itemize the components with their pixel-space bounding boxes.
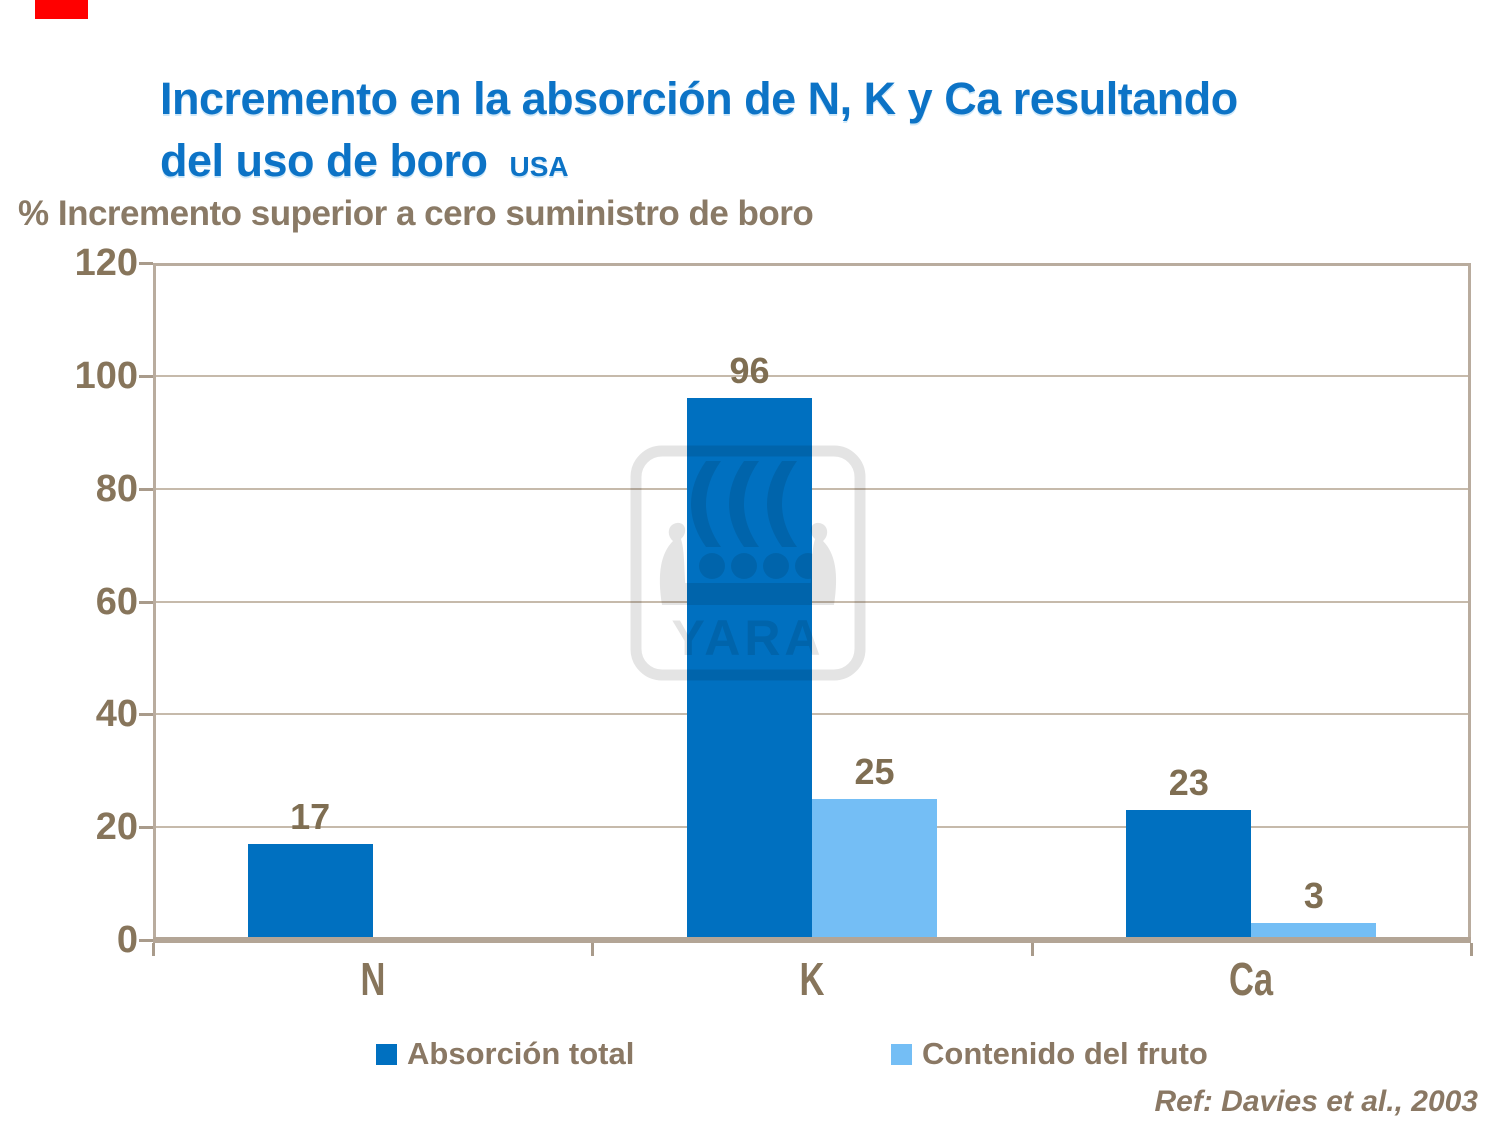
red-marker <box>35 0 88 19</box>
y-axis-tick-mark <box>139 600 153 604</box>
gridline <box>153 374 1471 377</box>
bar-K-fruto <box>812 798 937 940</box>
y-axis-tick-mark <box>139 939 153 942</box>
gridline <box>153 713 1471 716</box>
yara-logo-icon: YARA <box>630 445 866 681</box>
x-axis-category-label: K <box>799 953 825 1005</box>
value-label: 96 <box>729 350 770 392</box>
y-axis-tick-label: 100 <box>74 354 138 397</box>
x-axis-tick-mark <box>152 943 155 956</box>
value-label: 3 <box>1303 875 1324 917</box>
legend-label: Contenido del fruto <box>922 1036 1208 1071</box>
svg-text:YARA: YARA <box>671 610 824 666</box>
yara-watermark: YARA <box>628 443 868 683</box>
y-axis-tick-mark <box>139 713 153 717</box>
y-axis-tick-mark <box>139 487 153 491</box>
chart-title: Incremento en la absorción de N, K y Ca … <box>160 68 1480 198</box>
x-axis-category-label: N <box>360 953 386 1005</box>
legend-swatch-dark-blue <box>376 1043 397 1065</box>
value-label: 17 <box>290 796 331 838</box>
y-axis-tick-mark <box>139 262 153 265</box>
reference-text: Ref: Davies et al., 2003 <box>1154 1085 1478 1118</box>
x-axis-line <box>153 937 1471 943</box>
value-label: 25 <box>854 750 895 792</box>
y-axis-tick-label: 40 <box>95 693 138 736</box>
value-label: 23 <box>1168 762 1209 804</box>
x-axis-tick-mark <box>591 943 595 956</box>
legend-label: Absorción total <box>407 1036 635 1071</box>
y-axis-tick-label: 20 <box>95 806 138 849</box>
legend-item-contenido-del-fruto: Contenido del fruto <box>891 1036 1208 1072</box>
y-axis-tick-label: 80 <box>95 467 138 510</box>
y-axis-tick-label: 0 <box>116 919 138 961</box>
x-axis-tick-mark <box>1470 943 1473 956</box>
y-axis-tick-mark <box>139 826 153 830</box>
y-axis-tick-label: 120 <box>74 242 138 284</box>
legend-item-absorcion-total: Absorción total <box>376 1036 634 1072</box>
region-label: USA <box>509 151 569 182</box>
title-line-1: Incremento en la absorción de N, K y Ca … <box>160 73 1238 124</box>
bar-Ca-fruto <box>1251 923 1377 940</box>
gridline <box>153 487 1471 490</box>
x-axis-category-label: Ca <box>1229 953 1274 1005</box>
x-axis-tick-mark <box>1030 943 1034 956</box>
bar-N-total <box>247 844 373 940</box>
title-line-2: del uso de boro USA <box>160 135 569 186</box>
legend-swatch-light-blue <box>891 1043 912 1065</box>
y-axis-tick-mark <box>139 374 153 378</box>
y-axis-tick-label: 60 <box>95 580 138 623</box>
y-axis-title: % Incremento superior a cero suministro … <box>18 194 814 233</box>
bar-Ca-total <box>1126 810 1252 940</box>
